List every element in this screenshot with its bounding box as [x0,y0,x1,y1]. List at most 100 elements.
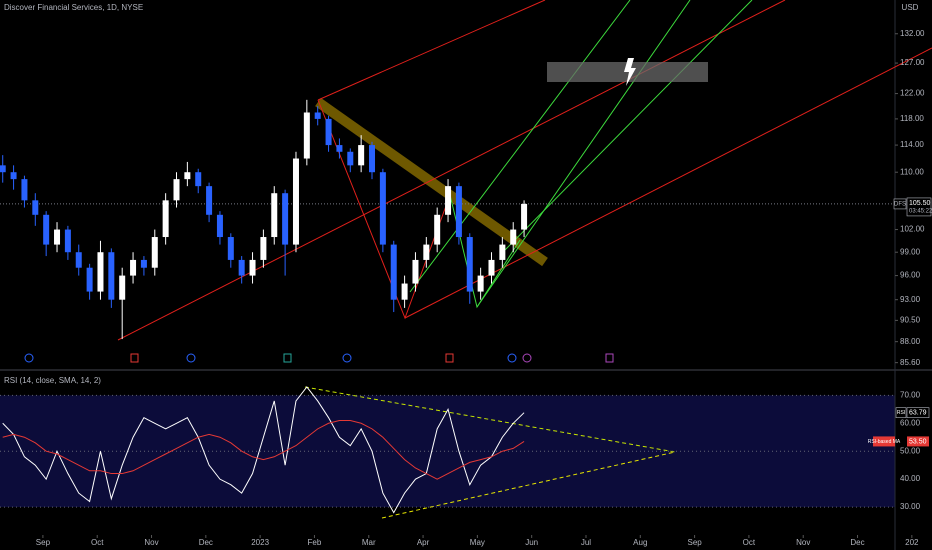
candle-body [445,186,452,215]
y-tick-label: 88.00 [900,337,921,346]
candle-body [412,259,419,284]
y-tick-label: 50.00 [900,446,921,455]
y-tick-label: 110.00 [900,167,924,176]
event-icon[interactable] [445,353,454,363]
y-tick-label: 127.00 [900,58,925,67]
candle-body [336,145,343,152]
rsi-band [0,395,895,508]
candle-body [271,193,278,238]
candle-body [151,237,158,268]
rsi-tag-value: 53.50 [909,438,927,445]
candle-body [358,145,365,166]
event-icon[interactable] [605,353,614,363]
candle-body [75,252,82,268]
rsi-tag-value-bg [907,436,929,447]
x-tick-label: Oct [91,538,104,547]
lightning-icon [624,58,636,86]
candle-body [314,112,321,119]
x-tick-label: May [470,538,485,547]
rsi-tag-name: RSI [897,410,905,416]
event-icon[interactable] [507,353,517,363]
candle-body [184,172,191,180]
green-pitchfork-line [504,0,753,251]
rsi-band-layer [0,395,895,508]
y-tick-label: 60.00 [900,418,921,427]
candle-body [390,244,397,300]
price-tag-value: 105.50 [909,200,931,207]
event-icon[interactable] [24,353,34,363]
candle-body [206,186,213,215]
candle-body [108,252,115,300]
chart-title: Discover Financial Services, 1D, NYSE [4,3,143,12]
y-tick-label: 85.60 [900,358,921,367]
price-tag-symbol: DFS [894,202,906,208]
candle-body [64,229,71,253]
price-tag-countdown: 03:45:22 [909,209,932,215]
x-tick-label: Sep [687,538,702,547]
x-tick-label: 202 [905,538,919,547]
candle-body [282,193,289,245]
rsi-dashed-trend [381,451,676,519]
candle-body [325,118,332,146]
candle-body [216,214,223,238]
candle-body [292,158,299,245]
rsi-tag-value: 63.79 [909,410,927,417]
event-icon[interactable] [130,353,139,363]
x-tick-label: Nov [144,538,158,547]
rsi-title: RSI (14, close, SMA, 14, 2) [4,376,101,385]
event-icon[interactable] [342,353,352,363]
x-tick-label: Sep [36,538,51,547]
event-icons [24,353,614,363]
candle-body [347,151,354,166]
candle-body [379,172,386,245]
candle-body [477,275,484,292]
currency-label: USD [902,3,919,12]
x-tick-label: Dec [850,538,864,547]
x-tick-label: Nov [796,538,810,547]
candle-body [455,186,462,238]
candle-body [488,259,495,276]
red-channel-line [117,0,786,341]
candle-body [195,172,202,187]
candle-body [21,179,28,201]
rsi-line [2,419,525,480]
y-tick-label: 30.00 [900,502,921,511]
candle-body [227,237,234,260]
candle-body [401,283,408,300]
y-tick-label: 114.00 [900,140,924,149]
y-tick-label: 99.00 [900,247,921,256]
candle-body [510,229,517,245]
candle-body [249,259,256,276]
x-tick-label: Feb [308,538,322,547]
candle-body [32,200,39,215]
candle-body [434,214,441,245]
rsi-tag-value-bg [906,407,930,418]
y-tick-label: 96.00 [900,271,921,280]
event-icon[interactable] [283,353,292,363]
green-pitchfork-line [409,0,631,293]
candle-body [119,275,126,300]
x-tick-label: Oct [743,538,756,547]
candle-body [86,267,93,292]
x-tick-label: 2023 [251,538,269,547]
y-tick-label: 118.00 [900,114,924,123]
y-tick-label: 40.00 [900,474,921,483]
candle-body [466,237,473,292]
y-tick-label: 122.00 [900,89,925,98]
red-channel-line [317,0,546,101]
candle-body [130,259,137,276]
y-tick-label: 132.00 [900,29,925,38]
y-tick-label: 90.50 [900,315,921,324]
candle-body [303,112,310,159]
candle-body [423,244,430,260]
x-tick-label: Mar [362,538,376,547]
candle-body [521,203,528,230]
event-icon[interactable] [522,353,532,363]
x-tick-label: Apr [417,538,430,547]
candle-body [140,259,147,268]
x-tick-label: Aug [633,538,647,547]
event-icon[interactable] [186,353,196,363]
y-tick-label: 70.00 [900,390,921,399]
